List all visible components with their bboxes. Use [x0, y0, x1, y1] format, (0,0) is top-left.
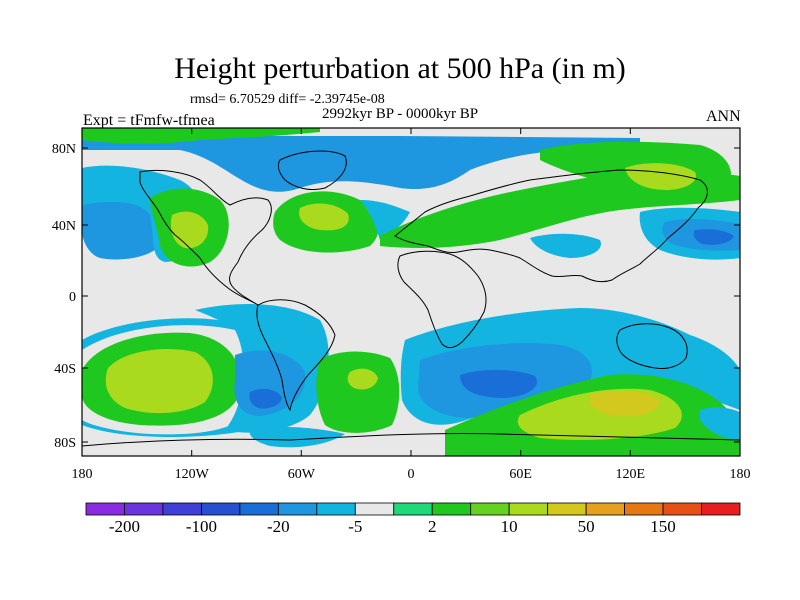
lat-tick-label: 40N	[52, 219, 76, 234]
colorbar-swatch	[624, 502, 664, 516]
contour-yellowgreen-south-atlantic	[347, 368, 378, 390]
contour-yellowgreen-south-pacific	[105, 348, 213, 414]
colorbar-label: -5	[348, 517, 363, 536]
coastline-greenland	[277, 150, 347, 191]
colorbar-label: 10	[500, 517, 518, 536]
colorbar-swatch	[162, 502, 202, 516]
lon-tick-label: 180	[72, 467, 93, 482]
colorbar-swatch	[585, 502, 625, 516]
coastline-south-america	[256, 299, 336, 412]
contour-blue-pacific	[82, 194, 162, 260]
coastline-australia	[616, 323, 688, 369]
time-period-label: 2992kyr BP - 0000kyr BP	[322, 106, 479, 122]
experiment-label: Expt = tFmfw-tfmea	[83, 112, 215, 129]
colorbar-label: 2	[427, 517, 437, 536]
contour-yellowgreen-north-atlantic	[299, 203, 349, 231]
contour-cyan-middle-east	[530, 233, 601, 258]
colorbar-swatch	[393, 502, 433, 516]
coastline-north-america	[139, 169, 272, 306]
colorbar-swatch	[124, 502, 164, 516]
lon-tick-label: 60E	[509, 467, 532, 482]
lon-tick-label: 60W	[288, 467, 316, 482]
coastline-eurasia	[394, 169, 708, 283]
colorbar-label: -200	[108, 517, 141, 536]
colorbar-swatch	[470, 502, 510, 516]
latitude-axis: 80N 40N 0 40S 80S	[52, 142, 740, 451]
colorbar-label: 150	[650, 517, 676, 536]
lat-tick-label: 80S	[54, 436, 76, 451]
contour-blue-north-band	[82, 136, 640, 192]
contour-cyan-north-atlantic-edge	[360, 200, 410, 240]
lat-tick-label: 40S	[54, 362, 76, 377]
coastlines	[82, 150, 740, 447]
colorbar-label: 50	[577, 517, 595, 536]
contour-green-south-atlantic	[316, 351, 400, 433]
contour-green-arctic	[82, 128, 320, 144]
contour-darkblue-east-asia	[693, 229, 734, 245]
plot-title: Height perturbation at 500 hPa (in m)	[174, 52, 626, 85]
colorbar-swatch	[701, 502, 741, 516]
lon-tick-label: 120W	[175, 467, 210, 482]
rmsd-diff-stats: rmsd= 6.70529 diff= -2.39745e-08	[190, 92, 385, 107]
contour-darkblue-indian	[460, 369, 537, 398]
colorbar-swatch	[316, 502, 356, 516]
colorbar-label: -20	[267, 517, 290, 536]
contour-field	[82, 128, 740, 456]
colorbar-swatch	[431, 502, 472, 516]
colorbar-swatch	[85, 502, 125, 516]
longitude-axis: 180 120W 60W 0 60E 120E 180	[72, 128, 751, 482]
contour-darkblue-drake	[249, 388, 282, 409]
colorbar-swatch	[508, 502, 549, 516]
lon-tick-label: 0	[408, 467, 415, 482]
colorbar-swatch	[662, 502, 702, 516]
contour-cyan-antarctica-west	[249, 427, 345, 448]
lon-tick-label: 180	[730, 467, 751, 482]
coastline-antarctica	[82, 432, 740, 447]
colorbar-swatch	[547, 502, 587, 516]
lat-tick-label: 80N	[52, 142, 76, 157]
lat-tick-label: 0	[69, 290, 76, 305]
colorbar-label: -100	[185, 517, 217, 536]
coastline-africa	[397, 250, 487, 349]
colorbar	[85, 502, 741, 516]
colorbar-swatch	[201, 502, 241, 516]
colorbar-swatch	[277, 502, 318, 516]
contour-yellowgreen-siberia	[625, 163, 696, 190]
season-label: ANN	[706, 108, 741, 125]
colorbar-swatch	[239, 502, 279, 516]
colorbar-swatch	[354, 502, 395, 516]
contour-green-eurasia	[380, 169, 740, 248]
contour-yellow-australia-south	[589, 390, 660, 417]
contour-cyan-southeast-pacific	[700, 407, 740, 440]
lon-tick-label: 120E	[616, 467, 646, 482]
